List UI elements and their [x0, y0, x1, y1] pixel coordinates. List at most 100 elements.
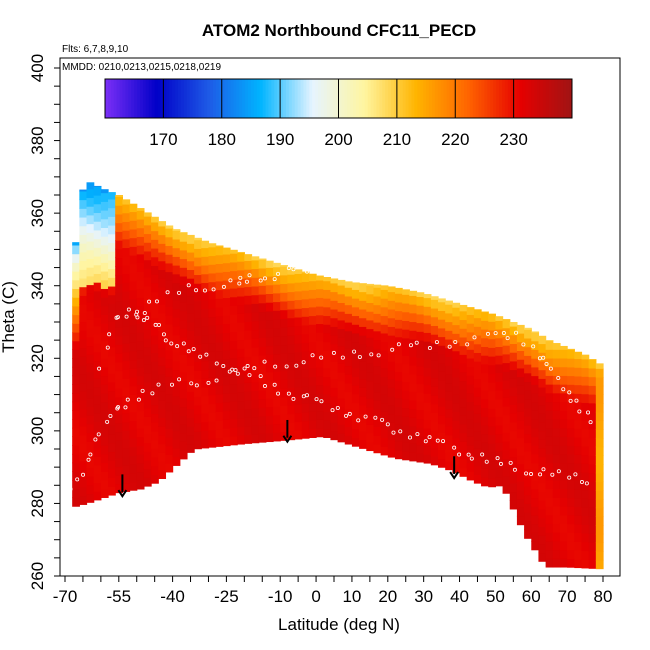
- sample-point: [427, 435, 432, 440]
- heatmap-cell: [387, 404, 396, 415]
- heatmap-cell: [115, 440, 123, 450]
- heatmap-cell: [366, 311, 375, 321]
- heatmap-cell: [552, 453, 561, 464]
- colorbar-segment: [478, 79, 483, 118]
- colorbar-segment: [513, 79, 518, 118]
- heatmap-cell: [588, 446, 597, 456]
- sample-point: [273, 364, 278, 369]
- heatmap-cell: [251, 407, 260, 418]
- heatmap-cell: [136, 349, 145, 359]
- heatmap-cell: [452, 385, 461, 395]
- colorbar-segment: [361, 79, 366, 118]
- heatmap-cell: [208, 377, 217, 387]
- heatmap-cell: [222, 306, 231, 316]
- x-tick-label: -55: [107, 587, 132, 606]
- heatmap-cell: [516, 411, 525, 421]
- heatmap-cell: [72, 331, 80, 342]
- colorbar-segment: [499, 79, 503, 118]
- heatmap-cell: [509, 325, 518, 336]
- heatmap-cell: [100, 358, 109, 368]
- sample-point: [568, 398, 573, 403]
- sample-point: [286, 266, 291, 271]
- heatmap-cell: [531, 436, 540, 446]
- heatmap-cell: [201, 299, 210, 310]
- heatmap-cell: [172, 421, 181, 432]
- heatmap-cell: [287, 300, 296, 310]
- heatmap-cell: [567, 358, 575, 368]
- heatmap-cell: [337, 389, 346, 399]
- heatmap-cell: [93, 491, 102, 501]
- sample-point: [161, 332, 166, 337]
- heatmap-cell: [258, 302, 267, 313]
- heatmap-cell: [273, 379, 281, 390]
- heatmap-cell: [79, 321, 88, 331]
- heatmap-cell: [488, 390, 496, 401]
- heatmap-cell: [93, 369, 102, 379]
- heatmap-cell: [488, 460, 496, 470]
- colorbar-segment: [326, 79, 331, 118]
- heatmap-cell: [438, 353, 446, 364]
- heatmap-cell: [72, 445, 80, 455]
- heatmap-cell: [516, 489, 525, 500]
- heatmap-cell: [172, 447, 181, 458]
- colorbar-segment: [195, 79, 199, 118]
- heatmap-cell: [165, 332, 174, 342]
- heatmap-cell: [201, 404, 210, 414]
- heatmap-cell: [165, 463, 174, 473]
- heatmap-cell: [373, 330, 382, 341]
- sample-point: [548, 366, 553, 371]
- heatmap-cell: [93, 386, 102, 396]
- heatmap-cell: [287, 282, 296, 293]
- heatmap-cell: [466, 471, 475, 481]
- heatmap-cell: [373, 348, 382, 358]
- heatmap-cell: [143, 277, 152, 287]
- heatmap-cell: [201, 334, 210, 344]
- heatmap-cell: [237, 287, 245, 297]
- heatmap-cell: [158, 286, 167, 297]
- sample-point: [97, 366, 102, 371]
- heatmap-cell: [294, 269, 303, 274]
- sample-point: [453, 339, 458, 344]
- heatmap-cell: [294, 369, 303, 379]
- heatmap-cell: [136, 279, 145, 290]
- heatmap-cell: [172, 256, 181, 266]
- heatmap-cell: [531, 427, 540, 438]
- heatmap-cell: [93, 351, 102, 362]
- heatmap-cell: [93, 212, 102, 222]
- heatmap-cell: [294, 386, 303, 396]
- heatmap-cell: [595, 411, 604, 422]
- heatmap-cell: [265, 267, 274, 277]
- heatmap-cell: [208, 412, 217, 422]
- y-tick-label: 300: [28, 417, 47, 445]
- heatmap-cell: [409, 347, 418, 357]
- heatmap-cell: [351, 437, 360, 447]
- heatmap-cell: [567, 349, 575, 359]
- heatmap-cell: [280, 396, 288, 406]
- heatmap-cell: [72, 288, 80, 298]
- heatmap-cell: [215, 289, 224, 299]
- heatmap-cell: [72, 488, 80, 499]
- heatmap-cell: [86, 206, 95, 216]
- heatmap-cell: [559, 532, 568, 542]
- heatmap-cell: [186, 400, 195, 410]
- heatmap-cell: [165, 367, 174, 377]
- heatmap-cell: [186, 278, 195, 288]
- heatmap-cell: [538, 482, 547, 493]
- heatmap-cell: [179, 232, 188, 242]
- heatmap-cell: [158, 382, 167, 392]
- heatmap-cell: [366, 345, 375, 356]
- heatmap-cell: [222, 384, 231, 394]
- heatmap-cell: [387, 378, 396, 388]
- heatmap-cell: [129, 281, 138, 291]
- x-tick-label: 40: [450, 587, 469, 606]
- heatmap-cell: [258, 259, 267, 269]
- heatmap-cell: [423, 419, 432, 429]
- heatmap-cell: [222, 358, 231, 368]
- heatmap-cell: [351, 306, 360, 317]
- heatmap-cell: [287, 291, 296, 301]
- heatmap-cell: [108, 390, 116, 400]
- heatmap-cell: [258, 311, 267, 321]
- heatmap-cell: [552, 514, 561, 524]
- heatmap-cell: [151, 396, 159, 406]
- heatmap-cell: [115, 388, 123, 398]
